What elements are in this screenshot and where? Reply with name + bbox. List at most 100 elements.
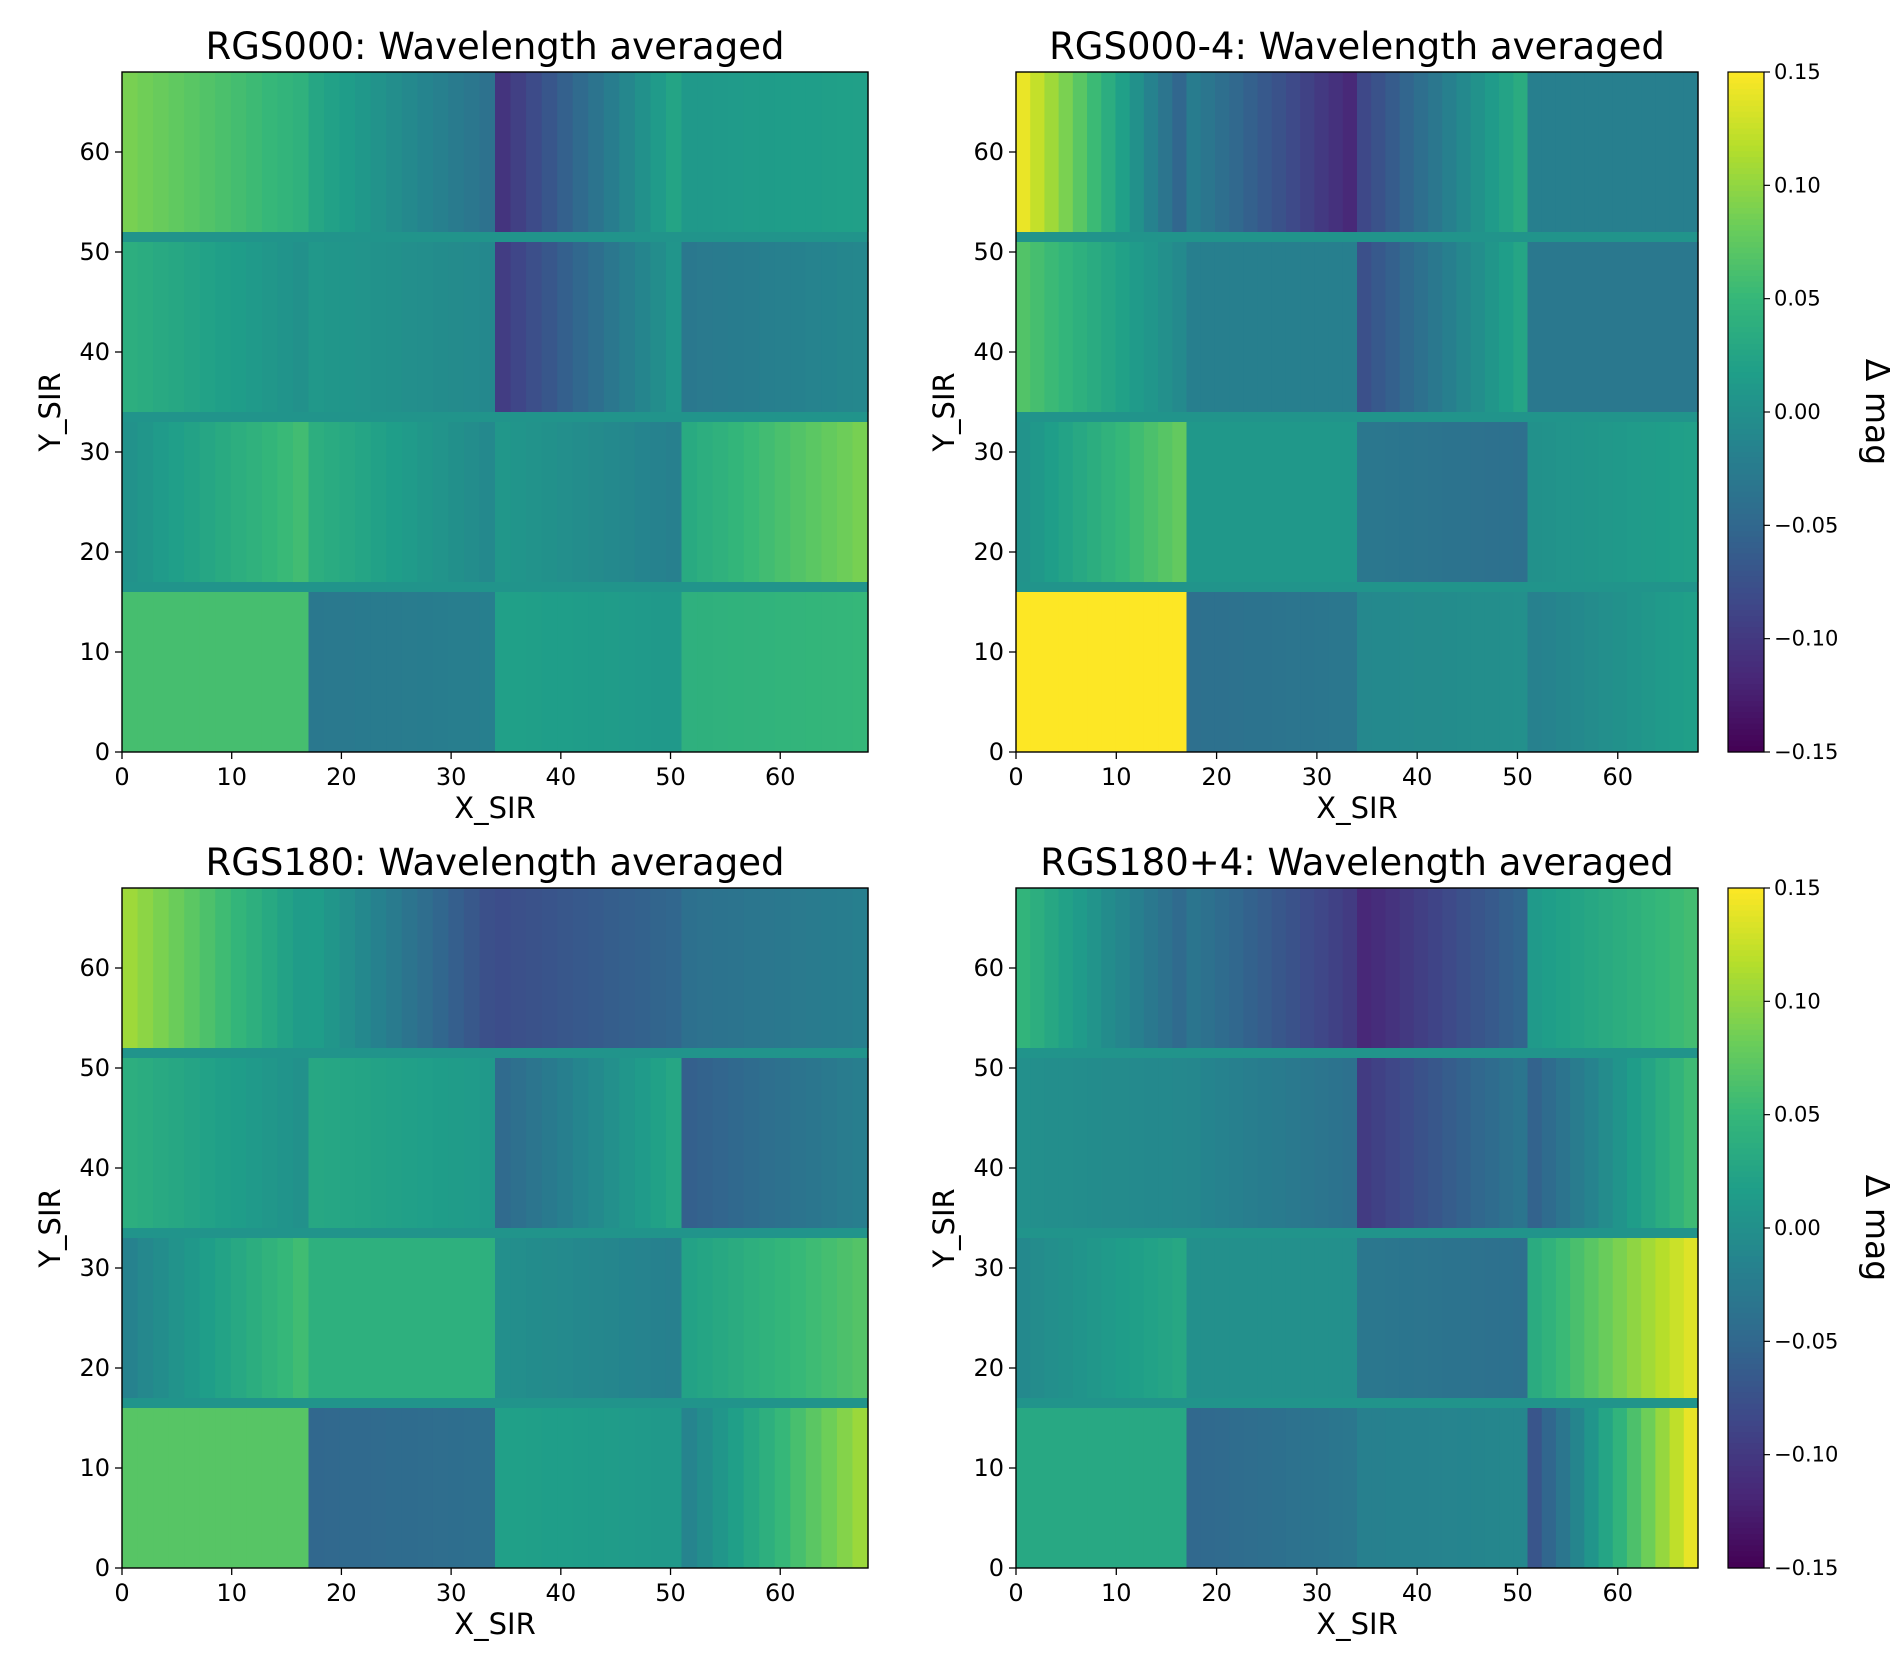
heatmap-cell (1044, 592, 1060, 752)
heatmap-cell (728, 1408, 745, 1568)
heatmap-cell (526, 1058, 543, 1228)
heatmap-cell (572, 1408, 589, 1568)
x-tick-label: 0 (114, 763, 129, 791)
x-tick-label: 60 (765, 1579, 796, 1607)
colorbar-segment (1728, 406, 1764, 413)
heatmap-cell (1499, 888, 1514, 1048)
heatmap-cell (479, 1058, 496, 1228)
heatmap-cell (805, 1058, 822, 1228)
heatmap-cell (572, 1058, 589, 1228)
colorbar-segment (1728, 956, 1764, 963)
heatmap-cell (339, 422, 356, 582)
heatmap-cell (1314, 888, 1330, 1048)
heatmap-cell (479, 888, 496, 1048)
heatmap-cell (759, 72, 776, 232)
colorbar-segment (1728, 508, 1764, 515)
heatmap-cell (1570, 72, 1585, 232)
colorbar-tick-label: 0.15 (1774, 876, 1821, 900)
heatmap-cell (495, 1238, 512, 1398)
heatmap-cell (557, 888, 574, 1048)
heatmap-cell (510, 242, 527, 412)
heatmap-cell (1101, 72, 1117, 232)
heatmap-cell (774, 592, 791, 752)
heatmap-cell (681, 1408, 698, 1568)
heatmap-cell (1087, 1058, 1102, 1228)
heatmap-cell (743, 72, 760, 232)
x-tick-label: 20 (326, 763, 357, 791)
heatmap-cell (1243, 1058, 1259, 1228)
heatmap-cell (184, 592, 201, 752)
heatmap-cell (1499, 1408, 1514, 1568)
heatmap-cell (1058, 422, 1074, 582)
x-tick-label: 20 (326, 1579, 357, 1607)
heatmap-cell (603, 1408, 620, 1568)
heatmap-cell (153, 1238, 170, 1398)
y-tick-label: 0 (95, 1554, 110, 1582)
heatmap-cell (1428, 592, 1443, 752)
heatmap-cell (1399, 592, 1415, 752)
heatmap-cell (603, 1058, 620, 1228)
heatmap-cell (774, 1238, 791, 1398)
heatmap-cell (277, 1408, 294, 1568)
heatmap-cell (137, 888, 154, 1048)
heatmap-cell (759, 1058, 776, 1228)
heatmap-cell (743, 242, 760, 412)
heatmap-cell (122, 888, 139, 1048)
heatmap-chip (1016, 1238, 1188, 1398)
heatmap-chip (495, 888, 683, 1048)
heatmap-cell (277, 1238, 294, 1398)
heatmap-cell (1200, 592, 1216, 752)
heatmap-cell (292, 1408, 310, 1568)
heatmap-cell (1669, 1408, 1685, 1568)
heatmap-chip (122, 242, 310, 412)
heatmap-cell (1342, 1238, 1358, 1398)
colorbar-label: Δ mag (1858, 1175, 1892, 1281)
colorbar-segment (1728, 1477, 1764, 1484)
heatmap-cell (215, 592, 232, 752)
colorbar-segment (1728, 565, 1764, 572)
heatmap-cell (292, 422, 310, 582)
heatmap-cell (1527, 888, 1543, 1048)
colorbar-segment (1728, 434, 1764, 441)
heatmap-cell (1101, 592, 1117, 752)
heatmap-cell (1328, 1238, 1344, 1398)
heatmap-cell (1072, 1058, 1088, 1228)
heatmap-cell (1655, 72, 1671, 232)
heatmap-chip (495, 72, 683, 232)
heatmap-cell (1598, 592, 1614, 752)
heatmap-cell (603, 422, 620, 582)
heatmap-cell (805, 1408, 822, 1568)
heatmap-cell (1541, 1058, 1557, 1228)
heatmap-cell (1030, 592, 1046, 752)
colorbar-segment (1728, 1539, 1764, 1546)
heatmap-chip (681, 592, 869, 752)
heatmap-cell (215, 72, 232, 232)
heatmap-cell (1527, 592, 1543, 752)
colorbar-segment (1728, 723, 1764, 730)
colorbar-segment (1728, 531, 1764, 538)
heatmap-cell (1229, 1238, 1244, 1398)
colorbar: 0.15 0.10 0.05 0.00 −0.05 −0.10 −0.15 Δ mag (1727, 876, 1892, 1580)
heatmap-cell (1030, 72, 1046, 232)
heatmap-cell (619, 1058, 636, 1228)
heatmap-cell (1598, 242, 1614, 412)
colorbar-segment (1728, 1392, 1764, 1399)
y-axis-label: Y_SIR (33, 372, 67, 452)
heatmap-cell (1641, 1058, 1656, 1228)
heatmap-cell (836, 1408, 854, 1568)
heatmap-cell (1371, 888, 1387, 1048)
heatmap-cell (1186, 72, 1202, 232)
heatmap-cell (1143, 1238, 1159, 1398)
heatmap-cell (1513, 1058, 1529, 1228)
heatmap-cell (1442, 422, 1458, 582)
heatmap-cell (153, 242, 170, 412)
heatmap-cell (743, 1238, 760, 1398)
x-axis-label: X_SIR (454, 791, 535, 825)
heatmap-chip (1527, 72, 1699, 232)
axes-frame (121, 887, 869, 1569)
heatmap-cell (557, 1408, 574, 1568)
colorbar-segment (1728, 1386, 1764, 1393)
colorbar-segment (1728, 1041, 1764, 1048)
colorbar-segment (1728, 117, 1764, 124)
heatmap-cell (650, 592, 667, 752)
